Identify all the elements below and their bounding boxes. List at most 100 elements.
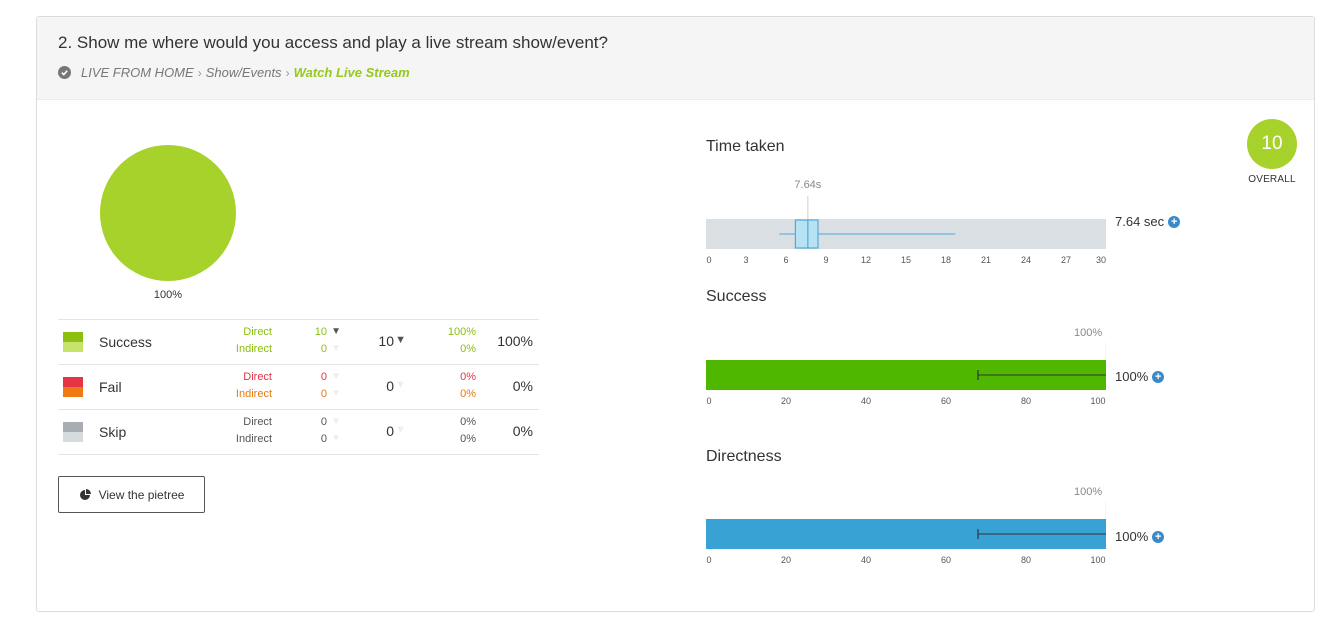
view-pietree-label: View the pietree xyxy=(98,487,185,502)
view-pietree-button[interactable]: View the pietree xyxy=(58,476,205,513)
axis-tick-label: 100 xyxy=(1090,555,1105,565)
indirect-count: 0 xyxy=(320,388,327,400)
results-table: Success Direct Indirect 10 0 ▼ ▼ 10 ▼ 10… xyxy=(58,319,539,455)
axis-tick-label: 20 xyxy=(781,555,791,565)
overall-score-badge: 10 xyxy=(1247,119,1297,169)
axis-tick-label: 80 xyxy=(1021,396,1031,406)
axis-tick-label: 9 xyxy=(823,255,828,265)
axis-tick-label: 0 xyxy=(706,396,711,406)
median-label: 7.64s xyxy=(794,179,821,191)
indirect-label: Indirect xyxy=(235,433,272,445)
question-title: 2. Show me where would you access and pl… xyxy=(58,33,608,52)
axis-tick-label: 18 xyxy=(941,255,951,265)
axis-tick-label: 0 xyxy=(706,255,711,265)
filter-icon[interactable]: ▼ xyxy=(331,326,341,337)
result-row-fail: Fail Direct Indirect 0 0 ▼ ▼ 0 ▼ 0% 0% 0… xyxy=(58,364,539,409)
filter-icon[interactable]: ▼ xyxy=(331,433,341,444)
time-taken-value-text: 7.64 sec xyxy=(1115,214,1165,229)
result-row-success: Success Direct Indirect 10 0 ▼ ▼ 10 ▼ 10… xyxy=(58,319,539,364)
indirect-percent: 0% xyxy=(460,433,476,445)
axis-tick-label: 24 xyxy=(1021,255,1031,265)
axis-tick-label: 40 xyxy=(861,396,871,406)
breadcrumb-destination: Watch Live Stream xyxy=(293,65,410,80)
result-label: Skip xyxy=(99,424,127,440)
directness-value-text: 100% xyxy=(1115,529,1149,544)
chevron-right-icon: › xyxy=(285,65,290,80)
success-title: Success xyxy=(706,288,767,305)
axis-tick-label: 60 xyxy=(941,555,951,565)
total-percent: 0% xyxy=(512,378,533,394)
success-bar-chart: 0 20 40 60 80 100 xyxy=(706,342,1106,406)
question-result-card: 2. Show me where would you access and pl… xyxy=(36,16,1315,612)
success-value: 100% + xyxy=(1115,369,1165,384)
axis-tick-label: 30 xyxy=(1096,255,1106,265)
expand-plus-icon[interactable]: + xyxy=(1152,530,1165,543)
directness-top-label: 100% xyxy=(1074,486,1103,498)
result-label: Success xyxy=(99,334,152,350)
result-label: Fail xyxy=(99,379,122,395)
direct-count: 10 xyxy=(314,326,327,338)
expand-plus-icon[interactable]: + xyxy=(1168,215,1181,228)
direct-count: 0 xyxy=(320,416,327,428)
axis-tick-label: 21 xyxy=(981,255,991,265)
filter-icon[interactable]: ▼ xyxy=(331,343,341,354)
expand-plus-icon[interactable]: + xyxy=(1152,370,1165,383)
filter-icon[interactable]: ▼ xyxy=(395,334,406,346)
time-taken-value: 7.64 sec + xyxy=(1115,214,1181,229)
indirect-percent: 0% xyxy=(460,343,476,355)
pie-slice-success xyxy=(100,145,236,281)
card-header: 2. Show me where would you access and pl… xyxy=(37,17,1314,100)
indirect-label: Indirect xyxy=(235,388,272,400)
total-count: 10 xyxy=(378,333,394,349)
direct-count: 0 xyxy=(320,371,327,383)
success-top-label: 100% xyxy=(1074,327,1103,339)
axis-tick-label: 20 xyxy=(781,396,791,406)
pie-chart-icon xyxy=(79,488,91,500)
filter-icon[interactable]: ▼ xyxy=(395,424,406,436)
pie-label: 100% xyxy=(154,289,182,301)
overall-label: OVERALL xyxy=(1248,174,1296,185)
direct-percent: 0% xyxy=(460,416,476,428)
breadcrumb: LIVE FROM HOME › Show/Events › Watch Liv… xyxy=(58,65,410,80)
direct-label: Direct xyxy=(243,326,272,338)
direct-label: Direct xyxy=(243,371,272,383)
axis-tick-label: 100 xyxy=(1090,396,1105,406)
directness-bar-chart: 0 20 40 60 80 100 xyxy=(706,501,1106,565)
total-percent: 100% xyxy=(497,333,533,349)
direct-label: Direct xyxy=(243,416,272,428)
indirect-percent: 0% xyxy=(460,388,476,400)
axis-tick-label: 0 xyxy=(706,555,711,565)
total-percent: 0% xyxy=(512,423,533,439)
result-color-swatch xyxy=(63,422,83,442)
chevron-right-icon: › xyxy=(197,65,202,80)
time-taken-boxplot: 7.64s 0 3 6 9 12 15 18 21 24 27 30 xyxy=(706,179,1106,265)
axis-tick-label: 40 xyxy=(861,555,871,565)
success-value-text: 100% xyxy=(1115,369,1149,384)
result-color-swatch xyxy=(63,377,83,397)
directness-title: Directness xyxy=(706,448,782,465)
axis-tick-label: 12 xyxy=(861,255,871,265)
total-count: 0 xyxy=(386,423,394,439)
result-row-skip: Skip Direct Indirect 0 0 ▼ ▼ 0 ▼ 0% 0% 0… xyxy=(58,409,539,455)
filter-icon[interactable]: ▼ xyxy=(331,416,341,427)
axis-tick-label: 80 xyxy=(1021,555,1031,565)
results-pie-chart: 100% xyxy=(100,145,236,301)
axis-tick-label: 60 xyxy=(941,396,951,406)
indirect-count: 0 xyxy=(320,433,327,445)
axis-tick-label: 27 xyxy=(1061,255,1071,265)
breadcrumb-item: Show/Events xyxy=(205,65,282,80)
axis-tick-label: 15 xyxy=(901,255,911,265)
direct-percent: 0% xyxy=(460,371,476,383)
direct-percent: 100% xyxy=(447,326,476,338)
filter-icon[interactable]: ▼ xyxy=(331,371,341,382)
filter-icon[interactable]: ▼ xyxy=(395,379,406,391)
iqr-box xyxy=(794,219,819,249)
axis-tick-label: 6 xyxy=(783,255,788,265)
result-color-swatch xyxy=(63,332,83,352)
filter-icon[interactable]: ▼ xyxy=(331,388,341,399)
time-taken-title: Time taken xyxy=(706,138,785,155)
check-circle-icon xyxy=(58,66,71,79)
axis-tick-label: 3 xyxy=(743,255,748,265)
indirect-count: 0 xyxy=(320,343,327,355)
total-count: 0 xyxy=(386,378,394,394)
